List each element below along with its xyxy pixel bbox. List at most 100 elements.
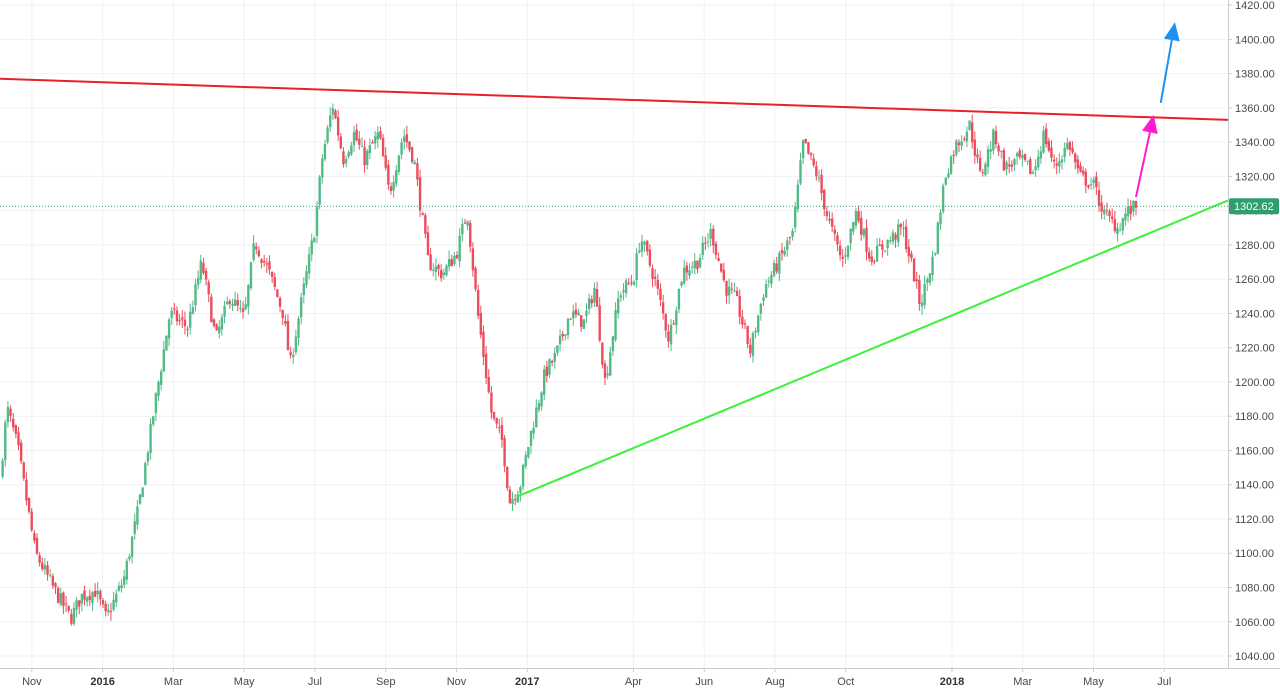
y-tick-label: 1220.00 — [1235, 343, 1275, 355]
candle-body — [508, 489, 512, 504]
candle-body — [622, 290, 625, 293]
candle-body — [873, 261, 876, 263]
candle-body — [841, 256, 844, 259]
candle-body — [994, 131, 998, 145]
candle-body — [144, 462, 147, 485]
y-tick-label: 1360.00 — [1235, 103, 1275, 115]
candle-body — [690, 267, 694, 269]
candle-body — [775, 263, 778, 272]
candle-body — [1044, 128, 1048, 145]
candle-body — [580, 315, 583, 327]
trendlines — [0, 22, 1229, 498]
x-tick-label: Aug — [765, 676, 785, 688]
candle-body — [381, 137, 385, 157]
candle-body — [759, 303, 763, 314]
candle-body — [318, 176, 321, 205]
candle-body — [825, 211, 829, 217]
candle-body — [278, 297, 282, 307]
candle-body — [1026, 160, 1029, 162]
candle-body — [606, 373, 609, 376]
candle-body — [1055, 163, 1058, 166]
candle-body — [178, 319, 181, 321]
candle-body — [498, 427, 501, 429]
candle-body — [379, 131, 382, 139]
candle-body — [976, 154, 979, 158]
candle-body — [487, 377, 490, 393]
candle-body — [669, 324, 673, 345]
candle-body — [984, 164, 987, 175]
candle-body — [672, 323, 675, 325]
candle-body — [860, 217, 863, 235]
candle-body — [749, 344, 752, 354]
candle-body — [384, 155, 387, 168]
candle-body — [495, 417, 498, 424]
candle-body — [154, 393, 158, 414]
candle-body — [564, 334, 567, 336]
candle-body — [926, 279, 929, 283]
candle-body — [1124, 213, 1127, 221]
candle-body — [403, 136, 406, 142]
candle-body — [202, 262, 205, 273]
candle-body — [566, 318, 570, 336]
candle-body — [321, 158, 324, 178]
candle-body — [93, 590, 97, 597]
candle-body — [793, 207, 797, 228]
candle-body — [189, 311, 192, 328]
candle-body — [70, 614, 73, 624]
candle-body — [281, 309, 284, 318]
candle-body — [786, 240, 789, 250]
candle-body — [410, 147, 414, 162]
candle-body — [416, 163, 419, 180]
candle-body — [62, 592, 65, 607]
x-tick-label: Nov — [22, 676, 42, 688]
candle-body — [1095, 176, 1098, 188]
candle-body — [1134, 200, 1138, 208]
candle-body — [545, 366, 549, 377]
candle-body — [294, 336, 298, 353]
candle-body — [1013, 158, 1016, 166]
candle-body — [886, 240, 889, 249]
candle-body — [418, 177, 422, 211]
candle-body — [838, 245, 842, 256]
candle-body — [960, 141, 963, 146]
candle-body — [247, 285, 250, 307]
x-tick-label: Sep — [376, 676, 396, 688]
candle-body — [1066, 143, 1069, 149]
candle-body — [439, 270, 443, 279]
candle-body — [603, 363, 607, 378]
candle-body — [492, 411, 496, 419]
candle-body — [733, 290, 736, 292]
candle-body — [350, 145, 353, 155]
candle-body — [632, 281, 636, 286]
candle-body — [1068, 141, 1072, 150]
x-tick-label: Mar — [1013, 676, 1032, 688]
candle-body — [543, 369, 546, 395]
candle-body — [875, 245, 879, 262]
candle-body — [955, 140, 958, 155]
candle-body — [19, 442, 23, 462]
candle-body — [479, 313, 483, 335]
x-tick-label: Mar — [164, 676, 183, 688]
candle-body — [862, 229, 866, 236]
candle-body — [725, 281, 728, 296]
candle-body — [463, 222, 467, 224]
candle-body — [809, 153, 813, 156]
candle-body — [1129, 206, 1132, 214]
candle-body — [616, 298, 620, 314]
candle-body — [558, 335, 562, 345]
candle-body — [307, 254, 311, 274]
candle-body — [651, 268, 654, 280]
candle-body — [352, 132, 356, 146]
candle-body — [75, 600, 78, 610]
candle-body — [537, 402, 541, 410]
candle-body — [1074, 153, 1077, 163]
candle-body — [653, 276, 657, 279]
candle-body — [434, 266, 438, 272]
candle-body — [1034, 166, 1037, 170]
candle-body — [395, 170, 398, 184]
candle-body — [801, 140, 805, 159]
candle-body — [849, 228, 852, 244]
y-tick-label: 1340.00 — [1235, 137, 1275, 149]
candle-body — [500, 425, 504, 440]
candle-body — [125, 560, 129, 580]
